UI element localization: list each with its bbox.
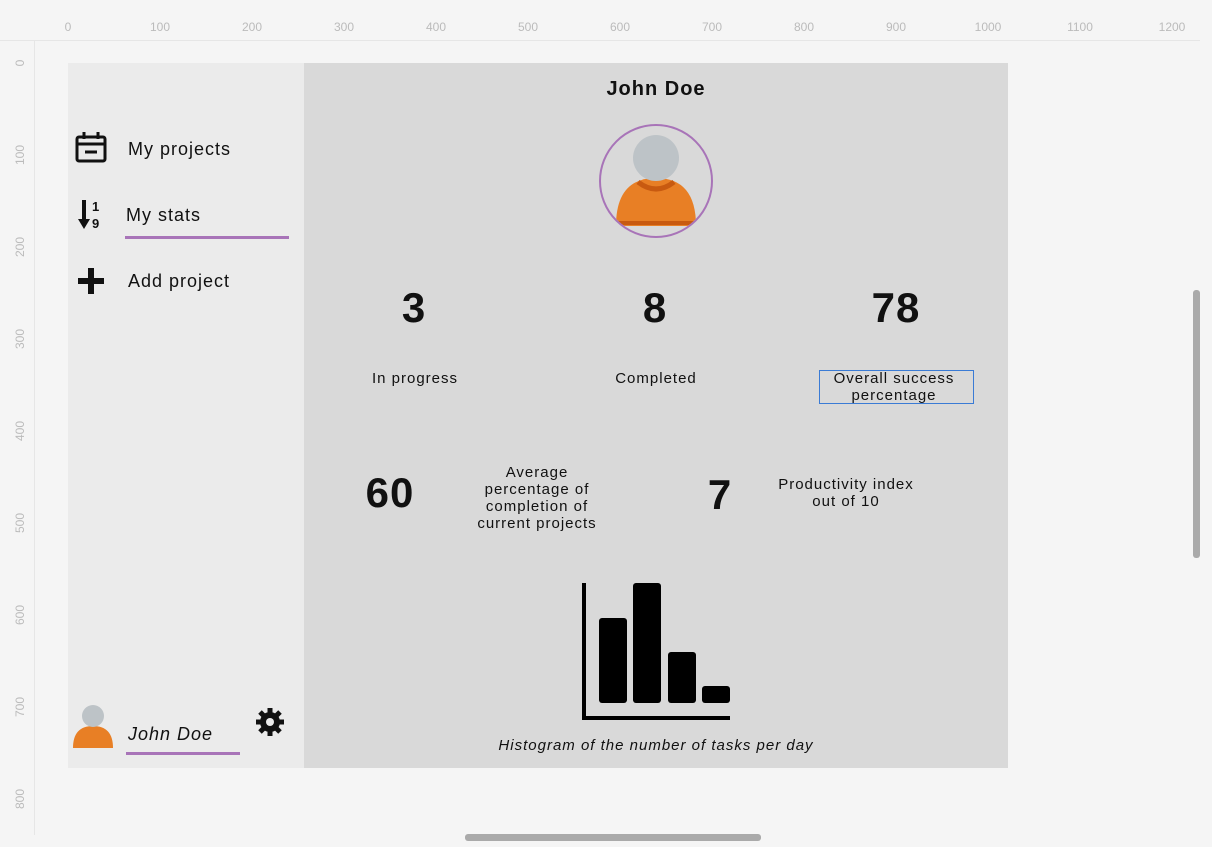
user-name[interactable]: John Doe — [128, 724, 214, 744]
plus-icon — [78, 268, 104, 294]
label-line: percentage of — [484, 481, 590, 498]
ruler-label: 100 — [149, 20, 171, 34]
histogram-icon — [582, 583, 730, 720]
menu-item[interactable]: Add project — [128, 271, 231, 291]
sort-icon: 1 9 — [78, 199, 99, 231]
ruler-label: 800 — [793, 20, 815, 34]
label-line: current projects — [477, 515, 597, 532]
ruler-label: 900 — [885, 20, 907, 34]
metric-value: 7 — [707, 471, 733, 518]
label-line: In progress — [371, 370, 459, 387]
metric-label: Average percentage of completion of curren… — [477, 464, 596, 532]
calendar-icon — [75, 132, 107, 163]
top-ruler — [0, 10, 1200, 41]
svg-text:1: 1 — [92, 199, 99, 214]
stat-label: Completed — [615, 370, 697, 387]
ruler-label: 500 — [517, 20, 539, 34]
selection-box — [819, 370, 974, 404]
ruler-label: 600 — [609, 20, 631, 34]
menu-underline — [125, 236, 289, 239]
horizontal-scrollbar[interactable] — [465, 834, 761, 841]
stat-value: 78 — [871, 284, 921, 331]
stat-label: Overall success percentage — [834, 370, 955, 404]
label-line: Average — [505, 464, 569, 481]
left-ruler — [0, 40, 35, 835]
label-line: completion of — [485, 498, 589, 515]
ruler-label: 200 — [241, 20, 263, 34]
vertical-scrollbar[interactable] — [1193, 290, 1200, 558]
ruler-label: 1000 — [974, 20, 1002, 34]
stat-value: 8 — [642, 284, 668, 331]
ruler-label: 1100 — [1067, 20, 1093, 34]
metric-value: 60 — [365, 469, 415, 516]
ruler-label: 400 — [425, 20, 447, 34]
histogram-caption: Histogram of the number of tasks per day — [498, 737, 814, 754]
sidebar — [68, 63, 304, 768]
label-line: Completed — [615, 370, 697, 387]
label-line: Productivity index — [778, 476, 914, 493]
profile-avatar — [599, 124, 713, 238]
label-line: Overall success — [833, 370, 955, 387]
ruler-label: 700 — [701, 20, 723, 34]
ruler-label: 0 — [64, 20, 72, 34]
settings-icon — [256, 708, 284, 736]
stat-label: In progress — [372, 370, 458, 387]
menu-item[interactable]: My stats — [126, 205, 202, 225]
label-line: percentage — [851, 387, 937, 404]
label-line: out of 10 — [812, 493, 880, 510]
metric-label: Productivity index out of 10 — [778, 476, 914, 510]
ruler-label: 300 — [333, 20, 355, 34]
menu-item[interactable]: My projects — [128, 139, 232, 159]
profile-name: John Doe — [606, 78, 706, 100]
user-underline — [126, 752, 240, 755]
small-avatar — [73, 705, 113, 748]
ruler-label: 1200 — [1158, 20, 1186, 34]
svg-text:9: 9 — [92, 216, 99, 231]
stat-value: 3 — [401, 284, 427, 331]
